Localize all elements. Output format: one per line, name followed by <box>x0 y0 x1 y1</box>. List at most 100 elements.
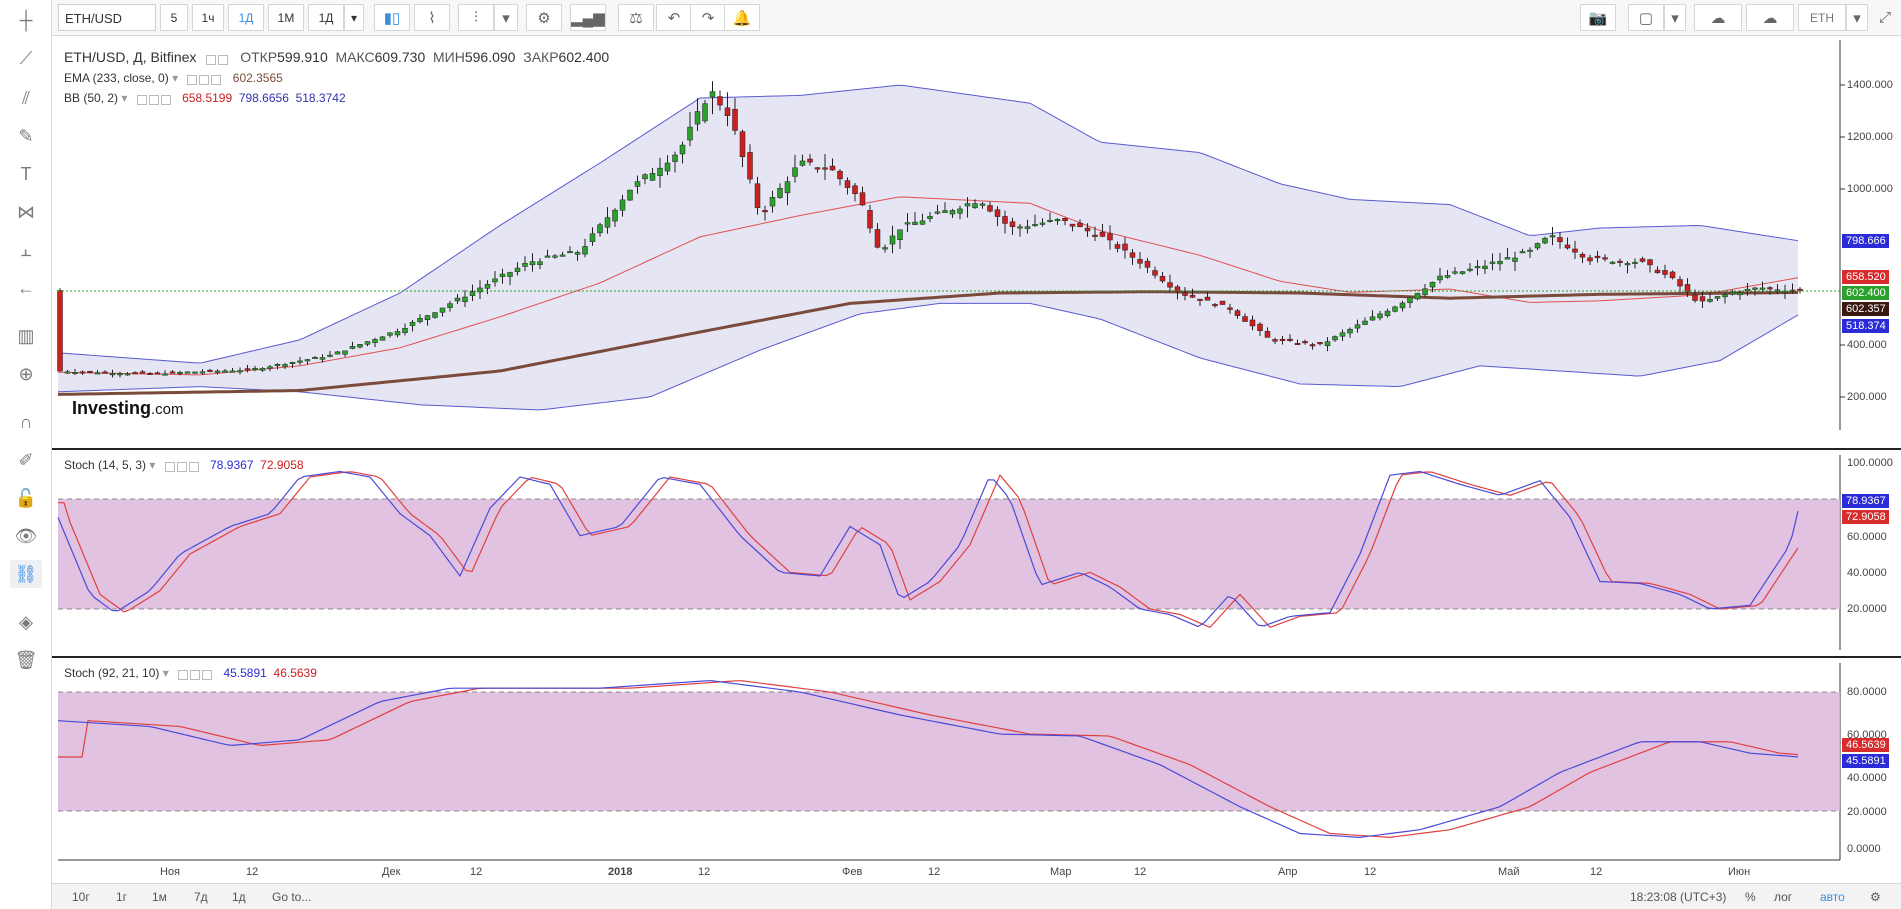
candle-body <box>567 251 573 254</box>
color-box-icon[interactable]: ▢ <box>1628 4 1664 31</box>
lock-icon[interactable]: 🔓 <box>14 487 38 508</box>
gear-icon[interactable]: ⚙ <box>526 4 562 31</box>
ema-toggle-icons[interactable] <box>187 72 223 86</box>
symbol-dropdown[interactable]: ▾ <box>1846 4 1868 31</box>
forecast-icon[interactable]: ▥ <box>17 325 35 346</box>
candle-body <box>1602 257 1608 260</box>
text-icon[interactable]: T <box>20 163 32 184</box>
color-dropdown[interactable]: ▾ <box>1664 4 1686 31</box>
back-arrow-icon[interactable]: ← <box>17 277 35 298</box>
zoom-in-icon[interactable]: ⊕ <box>18 363 34 384</box>
candle-body <box>139 371 146 374</box>
candle-body <box>1032 224 1038 227</box>
trash-icon[interactable]: 🗑 <box>14 649 38 670</box>
log-toggle[interactable]: лог <box>1774 890 1793 904</box>
candle-body <box>1609 261 1616 264</box>
timeframe-1m[interactable]: 1М <box>268 4 304 31</box>
magnet-icon[interactable]: ∩ <box>19 411 33 432</box>
measure-icon[interactable]: ⫠ <box>20 239 32 260</box>
brush-icon[interactable]: ✎ <box>18 125 34 146</box>
candle-body <box>1744 288 1751 291</box>
candle-body <box>499 273 506 277</box>
bb-mid-tag: 658.520 <box>1842 270 1889 284</box>
candle-body <box>844 180 851 188</box>
candle-body <box>1257 323 1263 331</box>
goto-button[interactable]: Go to... <box>272 890 312 904</box>
candle-body <box>1677 279 1683 287</box>
layers-icon[interactable]: ◈ <box>19 611 33 632</box>
stoch1-legend: Stoch (14, 5, 3) ▾ 78.9367 72.9058 <box>64 458 304 473</box>
range-1m[interactable]: 1м <box>152 890 167 904</box>
candle-body <box>912 221 918 225</box>
timeframe-5m[interactable]: 5 <box>160 4 188 31</box>
symbol-input[interactable]: ETH/USD <box>58 4 156 31</box>
eye-icon[interactable]: 👁 <box>14 525 38 546</box>
candle-body <box>1429 281 1436 288</box>
timeframe-1h[interactable]: 1ч <box>192 4 224 31</box>
undo-icon[interactable]: ↶ <box>656 4 692 31</box>
stoch1-label: Stoch (14, 5, 3) <box>64 458 147 472</box>
candle-body <box>882 247 888 250</box>
pencil-lock-icon[interactable]: ✐ <box>18 449 34 470</box>
candle-body <box>1647 259 1653 266</box>
range-10y[interactable]: 10г <box>72 890 90 904</box>
candle-body <box>709 91 716 98</box>
settings-gear-icon[interactable]: ⚙ <box>1870 890 1881 904</box>
x-tick: 12 <box>470 866 483 878</box>
high-label: МАКС <box>335 49 375 65</box>
candles-icon[interactable]: ▮▯ <box>374 4 410 31</box>
pitchfork-icon[interactable]: ⫽ <box>21 87 31 108</box>
pattern-icon[interactable]: ⋈ <box>17 201 35 222</box>
candle-body <box>1234 310 1241 316</box>
timeframe-custom[interactable]: 1Д <box>308 4 344 31</box>
bb-toggle-icons[interactable] <box>136 92 173 106</box>
crosshair-icon[interactable]: ┼ <box>19 9 33 30</box>
candle-body <box>1459 271 1466 274</box>
range-1d[interactable]: 1д <box>232 890 246 904</box>
ema-value: 602.3565 <box>232 71 283 85</box>
chart-type-dropdown[interactable]: ▾ <box>494 4 518 31</box>
candle-body <box>1039 222 1046 225</box>
candle-body <box>994 209 1001 217</box>
bars-icon[interactable]: ⫶ <box>458 4 494 31</box>
timeframe-dropdown[interactable]: ▾ <box>344 4 364 31</box>
bb-lower-value: 518.3742 <box>295 91 346 105</box>
candle-body <box>282 364 288 367</box>
cloud-download-icon[interactable]: ☁ <box>1694 4 1742 31</box>
candle-body <box>1212 304 1218 307</box>
candle-body <box>462 296 468 303</box>
indicators-icon[interactable]: ▂▄▆ <box>570 4 606 31</box>
fullscreen-icon[interactable]: ⤢ <box>1878 9 1891 26</box>
open-value: 599.910 <box>277 49 328 65</box>
y-tick: 400.000 <box>1847 339 1887 351</box>
candle-body <box>184 371 191 374</box>
timeframe-1d[interactable]: 1Д <box>228 4 264 31</box>
percent-toggle[interactable]: % <box>1745 890 1756 904</box>
candle-body <box>1512 257 1518 262</box>
candle-body <box>1759 287 1766 290</box>
camera-icon[interactable]: 📷 <box>1580 4 1616 31</box>
link-icon[interactable]: ⛓ <box>10 560 42 588</box>
x-tick: 12 <box>1134 866 1147 878</box>
trend-line-icon[interactable]: ⟋ <box>19 47 33 68</box>
legend-toggle-icons[interactable] <box>206 50 230 66</box>
cloud-upload-icon[interactable]: ☁ <box>1746 4 1794 31</box>
alert-icon[interactable]: 🔔 <box>724 4 760 31</box>
stoch2-y-tick: 40.0000 <box>1847 772 1887 784</box>
high-value: 609.730 <box>374 49 426 65</box>
range-1y[interactable]: 1г <box>116 890 128 904</box>
line-chart-icon[interactable]: ⌇ <box>414 4 450 31</box>
symbol-right-label[interactable]: ETH <box>1798 4 1846 31</box>
compare-icon[interactable]: ⚖ <box>618 4 654 31</box>
candle-body <box>1752 287 1758 290</box>
candle-body <box>334 351 341 355</box>
stoch1-toggle-icons[interactable] <box>164 459 201 473</box>
candle-body <box>394 331 401 336</box>
candle-body <box>237 370 243 373</box>
candle-body <box>1722 294 1728 298</box>
candle-body <box>439 307 446 313</box>
stoch2-toggle-icons[interactable] <box>178 667 214 681</box>
range-7d[interactable]: 7д <box>194 890 208 904</box>
auto-toggle[interactable]: авто <box>1820 890 1845 904</box>
